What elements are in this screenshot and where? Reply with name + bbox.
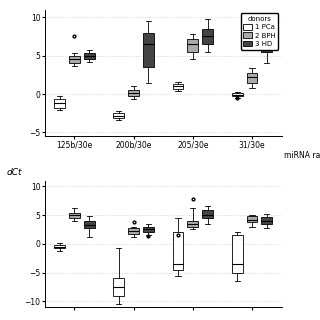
PathPatch shape — [261, 217, 272, 224]
PathPatch shape — [202, 211, 213, 218]
PathPatch shape — [114, 278, 124, 296]
PathPatch shape — [232, 93, 243, 96]
Legend: 1 PCa, 2 BPH, 3 HD: 1 PCa, 2 BPH, 3 HD — [241, 13, 278, 50]
PathPatch shape — [232, 235, 243, 273]
PathPatch shape — [143, 33, 154, 67]
PathPatch shape — [188, 39, 198, 52]
PathPatch shape — [143, 227, 154, 232]
PathPatch shape — [128, 228, 139, 234]
PathPatch shape — [188, 221, 198, 227]
PathPatch shape — [247, 216, 257, 222]
PathPatch shape — [173, 84, 183, 89]
Text: miRNA ratios: miRNA ratios — [284, 151, 320, 160]
PathPatch shape — [69, 56, 80, 63]
PathPatch shape — [261, 33, 272, 52]
PathPatch shape — [54, 100, 65, 108]
Text: dCt: dCt — [6, 168, 22, 177]
PathPatch shape — [114, 113, 124, 118]
PathPatch shape — [202, 29, 213, 44]
PathPatch shape — [54, 245, 65, 249]
PathPatch shape — [173, 232, 183, 270]
PathPatch shape — [84, 221, 94, 228]
PathPatch shape — [69, 213, 80, 218]
PathPatch shape — [247, 73, 257, 83]
PathPatch shape — [128, 90, 139, 96]
PathPatch shape — [84, 52, 94, 59]
